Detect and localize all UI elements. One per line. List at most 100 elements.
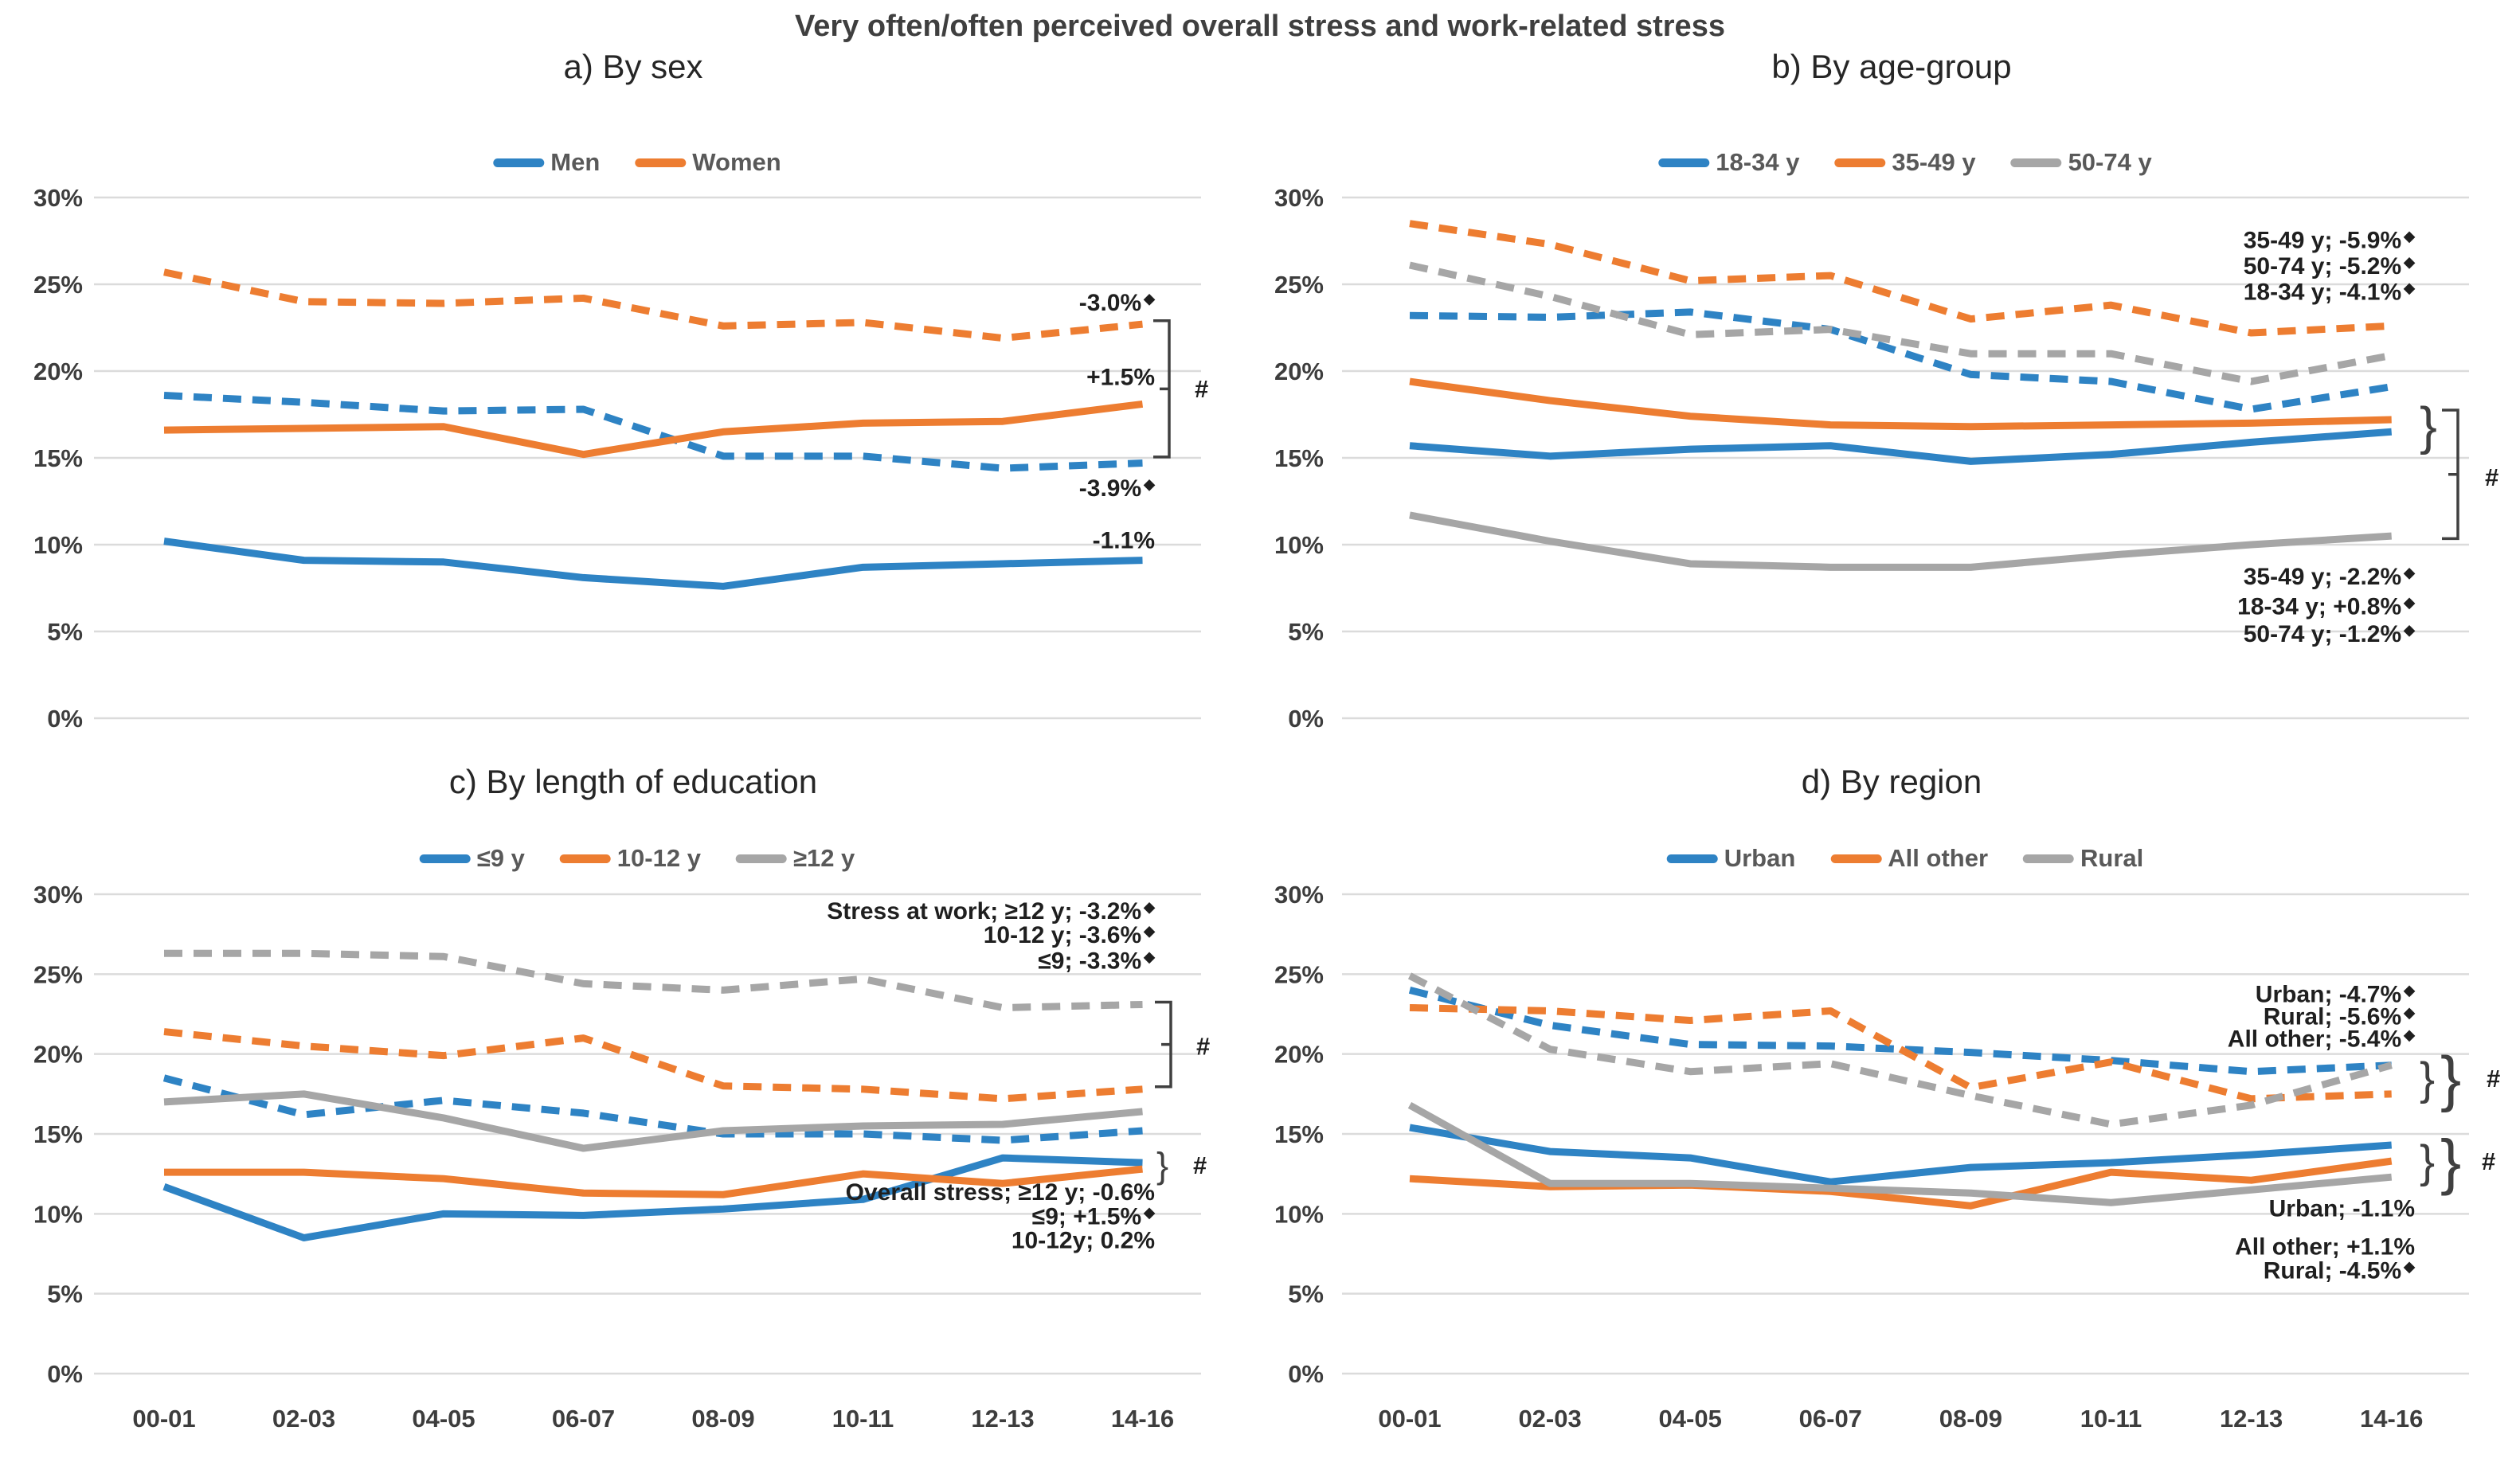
panel-c-y-tick-label: 20% <box>33 1041 83 1069</box>
panel-c-y-tick-label: 10% <box>33 1200 83 1228</box>
panel-b-y-tick-label: 30% <box>1274 184 1324 212</box>
legend-swatch-orange <box>559 854 611 863</box>
panel-b-bracket <box>2442 408 2459 541</box>
panel-d-annotation: All other; -5.4% ◆ <box>2228 1026 2416 1053</box>
panel-b-annotation: 50-74 y; -5.2% ◆ <box>2244 253 2416 280</box>
legend-item-50-74-y: 50-74 y <box>2010 148 2152 177</box>
legend-item--12-y: ≥12 y <box>735 844 855 873</box>
series-line-d-rural-overall-stress <box>1407 1101 2393 1206</box>
panel-c-y-tick-label: 15% <box>33 1120 83 1148</box>
significance-diamond-icon: ◆ <box>2403 1259 2416 1275</box>
panel-c-annotation: Overall stress; ≥12 y; -0.6% <box>846 1179 1155 1206</box>
panel-d-brace: } <box>2440 1127 2461 1197</box>
panel-d-x-tick-label: 08-09 <box>1939 1405 2002 1433</box>
panel-d-hash-mark: # <box>2482 1147 2495 1175</box>
legend-swatch-gray <box>2023 854 2075 863</box>
panel-c-x-tick-label: 06-07 <box>552 1405 615 1433</box>
series-line-a-men-overall-stress <box>163 538 1143 590</box>
panel-d-annotation: All other; +1.1% <box>2235 1233 2415 1260</box>
panel-c-hash-mark: # <box>1193 1151 1207 1179</box>
panel-b-y-tick-label: 25% <box>1274 271 1324 299</box>
legend-swatch-gray <box>2010 158 2062 167</box>
panel-c-x-tick-label: 08-09 <box>691 1405 754 1433</box>
legend-swatch-gray <box>735 854 787 863</box>
panel-a-y-tick-label: 0% <box>47 705 83 733</box>
panel-a-annotation: +1.5% <box>1086 365 1155 391</box>
panel-b-title: b) By age-group <box>1771 48 2012 85</box>
panel-b-y-tick-label: 15% <box>1274 444 1324 472</box>
series-line-b-35-49-y-stress-at-work <box>1409 220 2392 337</box>
panel-b-y-tick-label: 0% <box>1288 705 1324 733</box>
significance-diamond-icon: ◆ <box>2403 594 2416 610</box>
panel-c-x-tick-label: 02-03 <box>272 1405 335 1433</box>
panel-a-y-tick-label: 10% <box>33 531 83 559</box>
panel-d-y-tick-label: 15% <box>1274 1120 1324 1148</box>
panel-d-hash-mark: # <box>2487 1065 2500 1093</box>
significance-diamond-icon: ◆ <box>2403 565 2416 580</box>
panel-d-x-tick-label: 04-05 <box>1659 1405 1722 1433</box>
panel-d-x-tick-label: 14-16 <box>2360 1405 2423 1433</box>
significance-diamond-icon: ◆ <box>2403 1005 2416 1021</box>
panel-d-annotation: Urban; -4.7% ◆ <box>2256 981 2416 1007</box>
panel-d-y-tick-label: 0% <box>1288 1360 1324 1388</box>
series-line-c--9-y-stress-at-work <box>162 1074 1143 1144</box>
panel-d-x-tick-label: 02-03 <box>1518 1405 1581 1433</box>
panel-b-hash-mark: # <box>2485 463 2498 491</box>
panel-d-legend: Urban All other Rural <box>1666 844 2143 873</box>
legend-swatch-orange <box>635 158 687 167</box>
panel-b-legend: 18-34 y 35-49 y 50-74 y <box>1658 148 2152 177</box>
panel-b-brace: } <box>2420 397 2437 455</box>
significance-diamond-icon: ◆ <box>2403 254 2416 270</box>
legend-label: 35-49 y <box>1892 148 1976 176</box>
panel-d-y-tick-label: 20% <box>1274 1041 1324 1069</box>
panel-c-annotation: Stress at work; ≥12 y; -3.2% ◆ <box>827 898 1156 924</box>
series-line-b-18-34-y-overall-stress <box>1409 428 2393 465</box>
series-line-a-women-stress-at-work <box>163 268 1143 342</box>
panel-c-title: c) By length of education <box>448 763 818 800</box>
panel-a-title: a) By sex <box>563 48 703 85</box>
series-line-b-50-74-y-stress-at-work <box>1409 261 2393 385</box>
panel-b-y-tick-label: 10% <box>1274 531 1324 559</box>
panel-a-y-tick-label: 25% <box>33 271 83 299</box>
significance-diamond-icon: ◆ <box>2403 228 2416 244</box>
panel-d-x-tick-label: 00-01 <box>1378 1405 1441 1433</box>
panel-d-x-tick-label: 06-07 <box>1799 1405 1862 1433</box>
panel-b-annotation: 35-49 y; -2.2% ◆ <box>2244 564 2416 590</box>
series-line-b-35-49-y-overall-stress <box>1409 377 2392 431</box>
panel-c-y-tick-label: 30% <box>33 881 83 909</box>
legend-item-18-34-y: 18-34 y <box>1658 148 1799 177</box>
legend-item-Men: Men <box>493 148 600 177</box>
legend-swatch-blue <box>1666 854 1718 863</box>
panel-a-legend: Men Women <box>493 148 781 177</box>
panel-b-annotation: 50-74 y; -1.2% ◆ <box>2244 621 2416 647</box>
legend-item-10-12-y: 10-12 y <box>559 844 701 873</box>
panel-d-x-tick-label: 12-13 <box>2220 1405 2283 1433</box>
legend-swatch-blue <box>1658 158 1710 167</box>
panel-a-y-tick-label: 15% <box>33 444 83 472</box>
significance-diamond-icon: ◆ <box>1143 291 1156 307</box>
legend-swatch-blue <box>419 854 471 863</box>
panel-c-hash-mark: # <box>1196 1033 1210 1061</box>
panel-d-y-tick-label: 25% <box>1274 960 1324 988</box>
legend-label: ≤9 y <box>476 844 525 872</box>
panel-c-x-tick-label: 10-11 <box>832 1405 894 1433</box>
panel-d-y-tick-label: 10% <box>1274 1200 1324 1228</box>
panel-d-y-tick-label: 5% <box>1288 1280 1324 1308</box>
series-line-c--12-y-overall-stress <box>163 1090 1143 1152</box>
panel-d-brace: } <box>2440 1043 2461 1113</box>
significance-diamond-icon: ◆ <box>2403 982 2416 998</box>
series-line-c--9-y-overall-stress <box>162 1154 1143 1241</box>
significance-diamond-icon: ◆ <box>1143 923 1156 939</box>
series-line-c--12-y-stress-at-work <box>164 949 1143 1011</box>
panel-c-x-tick-label: 14-16 <box>1111 1405 1174 1433</box>
panel-d-annotation: Rural; -5.6% ◆ <box>2264 1004 2416 1030</box>
panel-b-annotation: 18-34 y; +0.8% ◆ <box>2237 593 2416 620</box>
legend-label: Urban <box>1724 844 1796 872</box>
legend-label: Men <box>550 148 601 176</box>
panel-d-brace: } <box>2420 1054 2435 1104</box>
panel-c-y-tick-label: 0% <box>47 1360 83 1388</box>
legend-label: Women <box>692 148 781 176</box>
legend-item-Rural: Rural <box>2023 844 2143 873</box>
